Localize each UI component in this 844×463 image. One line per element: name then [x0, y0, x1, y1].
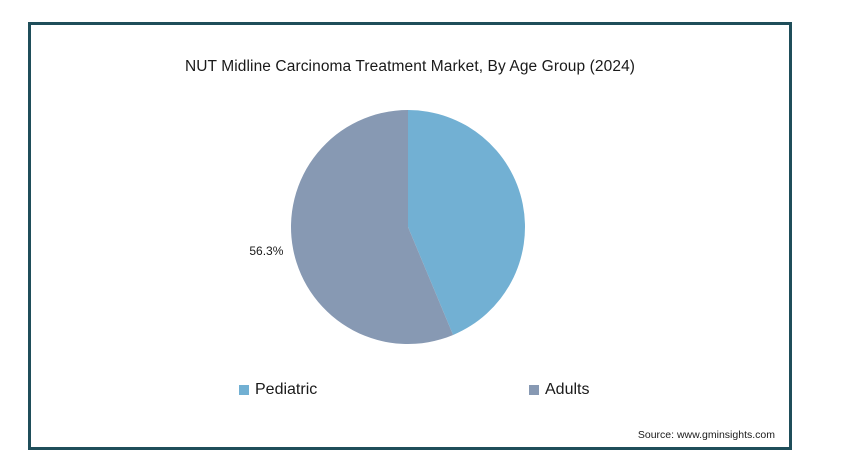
legend-swatch-pediatric [239, 385, 249, 395]
pie-slice-pediatric [408, 110, 525, 335]
source-note: Source: www.gminsights.com [637, 429, 775, 441]
legend-label-adults: Adults [545, 381, 590, 398]
legend-item-adults: Adults [529, 381, 589, 399]
legend-swatch-adults [529, 385, 539, 395]
pie-slice-adults [291, 110, 454, 344]
chart-legend: Pediatric Adults [31, 381, 795, 403]
legend-label-pediatric: Pediatric [255, 381, 318, 398]
legend-item-pediatric: Pediatric [239, 381, 317, 399]
data-label-adults: 56.3% [249, 244, 283, 258]
chart-title: NUT Midline Carcinoma Treatment Market, … [184, 58, 636, 75]
chart-frame: NUT Midline Carcinoma Treatment Market, … [28, 22, 792, 450]
pie-chart: 56.3% [249, 110, 525, 344]
